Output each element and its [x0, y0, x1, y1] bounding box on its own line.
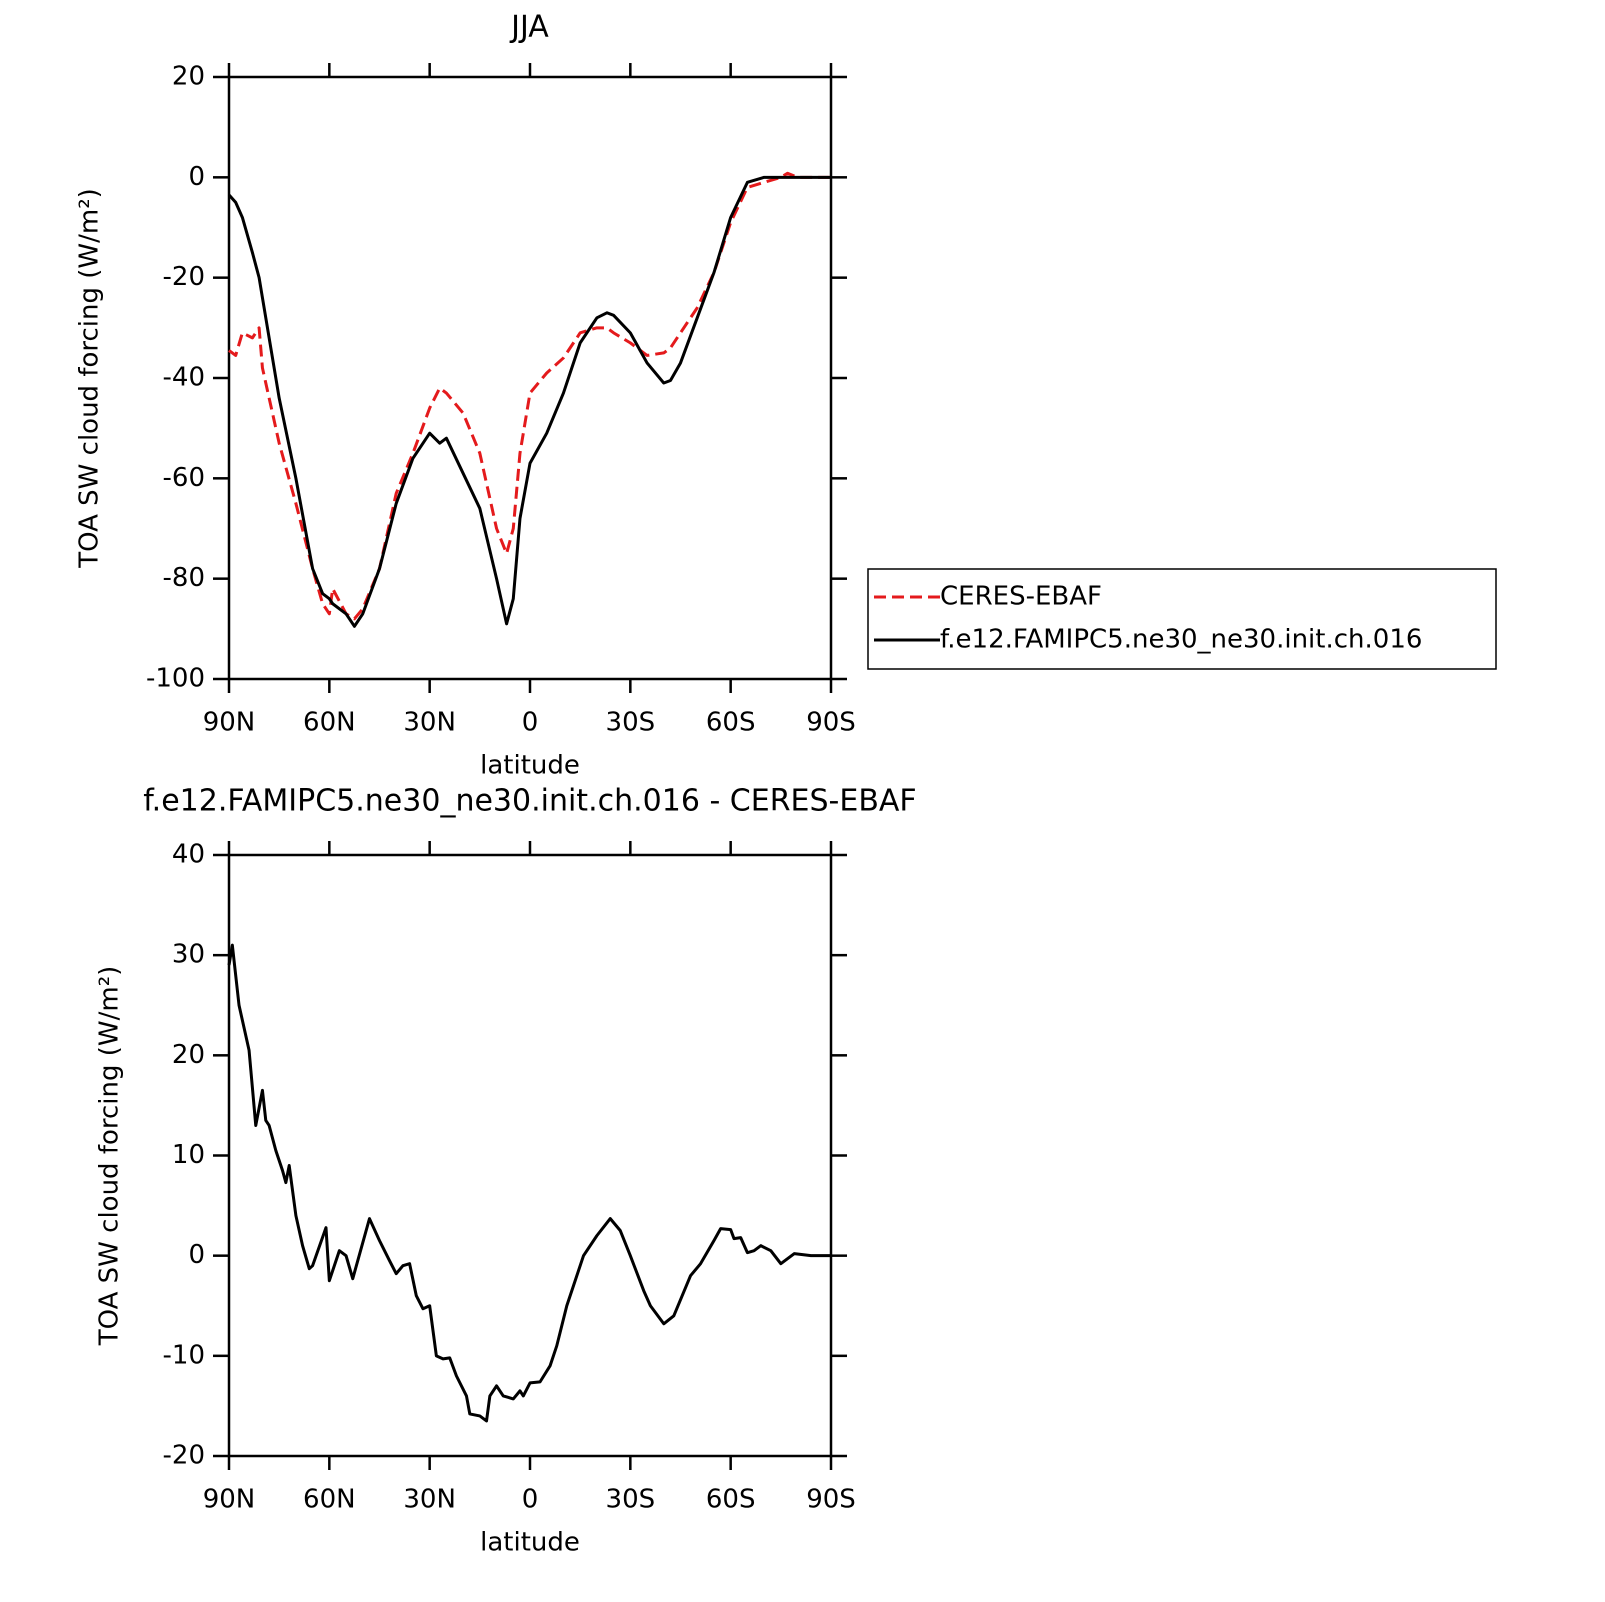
x-tick-label: 90N [203, 708, 256, 738]
x-tick-label: 60N [303, 1485, 356, 1515]
y-tick-label: 20 [172, 62, 205, 92]
y-tick-label: 0 [188, 1240, 205, 1270]
data-line [227, 943, 831, 1423]
x-tick-label: 90S [806, 1485, 856, 1515]
x-tick-label: 30N [403, 1485, 456, 1515]
plot-frame [227, 853, 833, 1458]
x-tick-label: 0 [522, 1485, 539, 1515]
x-tick-label: 30N [403, 708, 456, 738]
data-line [228, 171, 831, 621]
x-tick-label: 30S [606, 1485, 656, 1515]
y-tick-label: -20 [163, 262, 205, 292]
legend-label: CERES-EBAF [940, 582, 1102, 612]
x-axis-label: latitude [480, 1528, 580, 1558]
y-tick-label: -60 [163, 463, 205, 493]
y-tick-label: -80 [163, 563, 205, 593]
y-axis-label: TOA SW cloud forcing (W/m²) [95, 966, 125, 1347]
x-tick-label: 90N [203, 1485, 256, 1515]
data-line [227, 175, 831, 628]
y-tick-label: 10 [172, 1140, 205, 1170]
x-axis-label: latitude [480, 751, 580, 781]
chart-title: JJA [509, 10, 549, 45]
y-tick-label: 0 [188, 162, 205, 192]
plot-frame [227, 75, 833, 681]
legend: CERES-EBAF f.e12.FAMIPC5.ne30_ne30.init.c… [867, 568, 1497, 670]
y-tick-label: -100 [146, 664, 205, 694]
y-tick-label: 40 [172, 840, 205, 870]
legend-box [867, 568, 1497, 670]
x-tick-label: 0 [522, 708, 539, 738]
y-axis-label: TOA SW cloud forcing (W/m²) [75, 188, 105, 569]
x-tick-label: 60S [706, 1485, 756, 1515]
x-tick-label: 60N [303, 708, 356, 738]
x-tick-label: 90S [806, 708, 856, 738]
y-tick-label: -40 [163, 363, 205, 393]
x-tick-label: 30S [606, 708, 656, 738]
y-tick-label: -20 [163, 1441, 205, 1471]
x-tick-label: 60S [706, 708, 756, 738]
chart-title: f.e12.FAMIPC5.ne30_ne30.init.ch.016 - CE… [143, 784, 916, 819]
y-tick-label: -10 [163, 1340, 205, 1370]
legend-label: f.e12.FAMIPC5.ne30_ne30.init.ch.016 [940, 625, 1422, 655]
y-tick-label: 30 [172, 940, 205, 970]
y-tick-label: 20 [172, 1040, 205, 1070]
